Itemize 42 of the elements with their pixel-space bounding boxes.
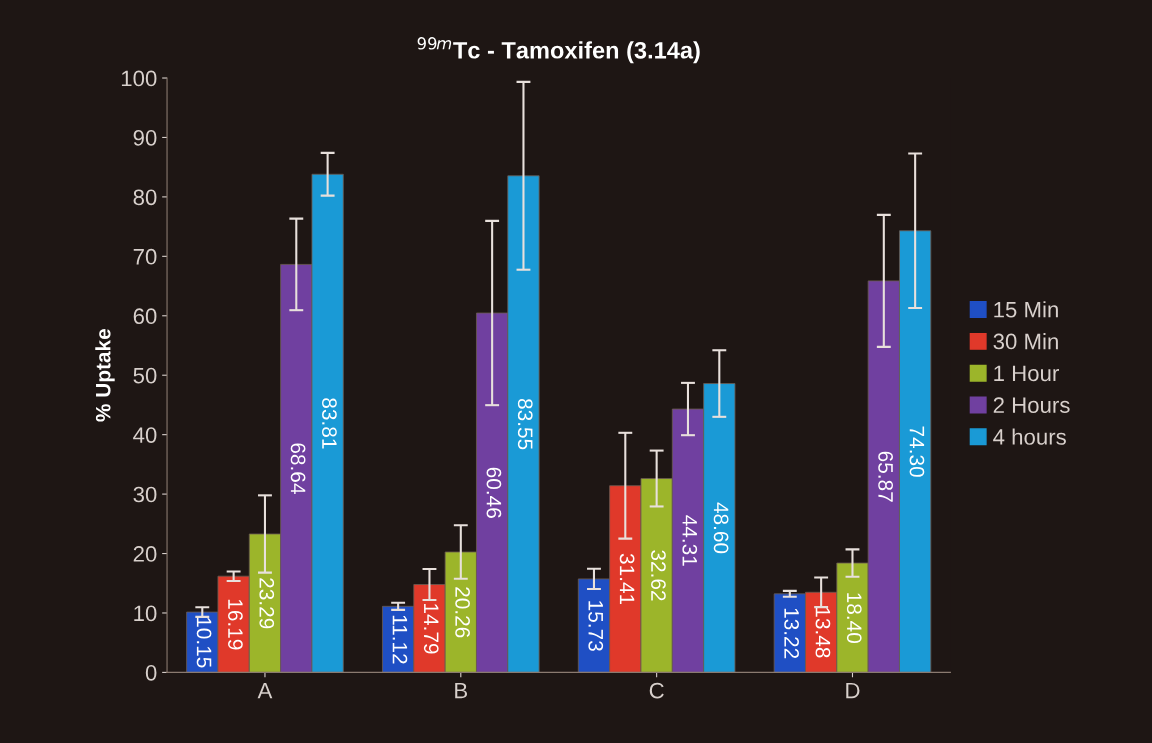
data-label: 48.60 xyxy=(713,502,729,554)
y-tick-label: 30 xyxy=(133,486,157,503)
data-label: 83.81 xyxy=(322,398,337,449)
x-tick-label: B xyxy=(455,682,468,699)
data-label: 60.46 xyxy=(486,467,502,518)
y-tick-label: 0 xyxy=(145,664,157,681)
y-tick-label: 40 xyxy=(133,427,157,443)
x-tick-label: A xyxy=(257,682,273,699)
legend-label: 30 Min xyxy=(993,333,1058,350)
y-tick-label: 70 xyxy=(133,248,157,265)
data-label: 13.22 xyxy=(784,608,799,659)
data-label: 13.48 xyxy=(815,607,831,658)
x-tick-label: C xyxy=(649,682,664,699)
data-label: 18.40 xyxy=(846,593,862,643)
y-tick-label: 20 xyxy=(133,546,157,562)
legend-label: 4 hours xyxy=(993,428,1066,445)
data-label: 68.64 xyxy=(290,443,306,494)
y-tick-label: 100 xyxy=(121,70,157,87)
x-tick-label: D xyxy=(846,682,860,699)
legend-label: 15 Min xyxy=(994,301,1058,318)
data-label: 20.26 xyxy=(455,587,470,638)
data-label: 44.31 xyxy=(682,515,698,566)
data-label: 74.30 xyxy=(909,426,925,477)
legend-label: 1 Hour xyxy=(994,365,1059,382)
data-label: 23.29 xyxy=(259,578,275,629)
y-tick-label: 60 xyxy=(133,308,157,325)
y-tick-label: 50 xyxy=(133,367,157,384)
y-tick-label: 90 xyxy=(133,129,157,146)
y-tick-label: 10 xyxy=(134,605,157,622)
data-label: 83.55 xyxy=(517,398,533,450)
y-tick-label: 80 xyxy=(133,189,157,206)
data-label: 15.73 xyxy=(588,601,604,651)
data-label: 31.41 xyxy=(619,553,635,605)
data-label: 14.79 xyxy=(423,603,439,654)
legend-label: 2 Hours xyxy=(993,397,1070,414)
data-label: 65.87 xyxy=(878,451,893,502)
chart-title: $^{99m}$Tc - Tamoxifen (3.14a) xyxy=(417,37,700,64)
data-label: 10.15 xyxy=(196,617,212,668)
y-axis-title: % Uptake xyxy=(95,329,115,422)
data-label: 11.12 xyxy=(392,615,408,664)
data-label: 16.19 xyxy=(228,599,243,650)
data-label: 32.62 xyxy=(651,550,666,601)
